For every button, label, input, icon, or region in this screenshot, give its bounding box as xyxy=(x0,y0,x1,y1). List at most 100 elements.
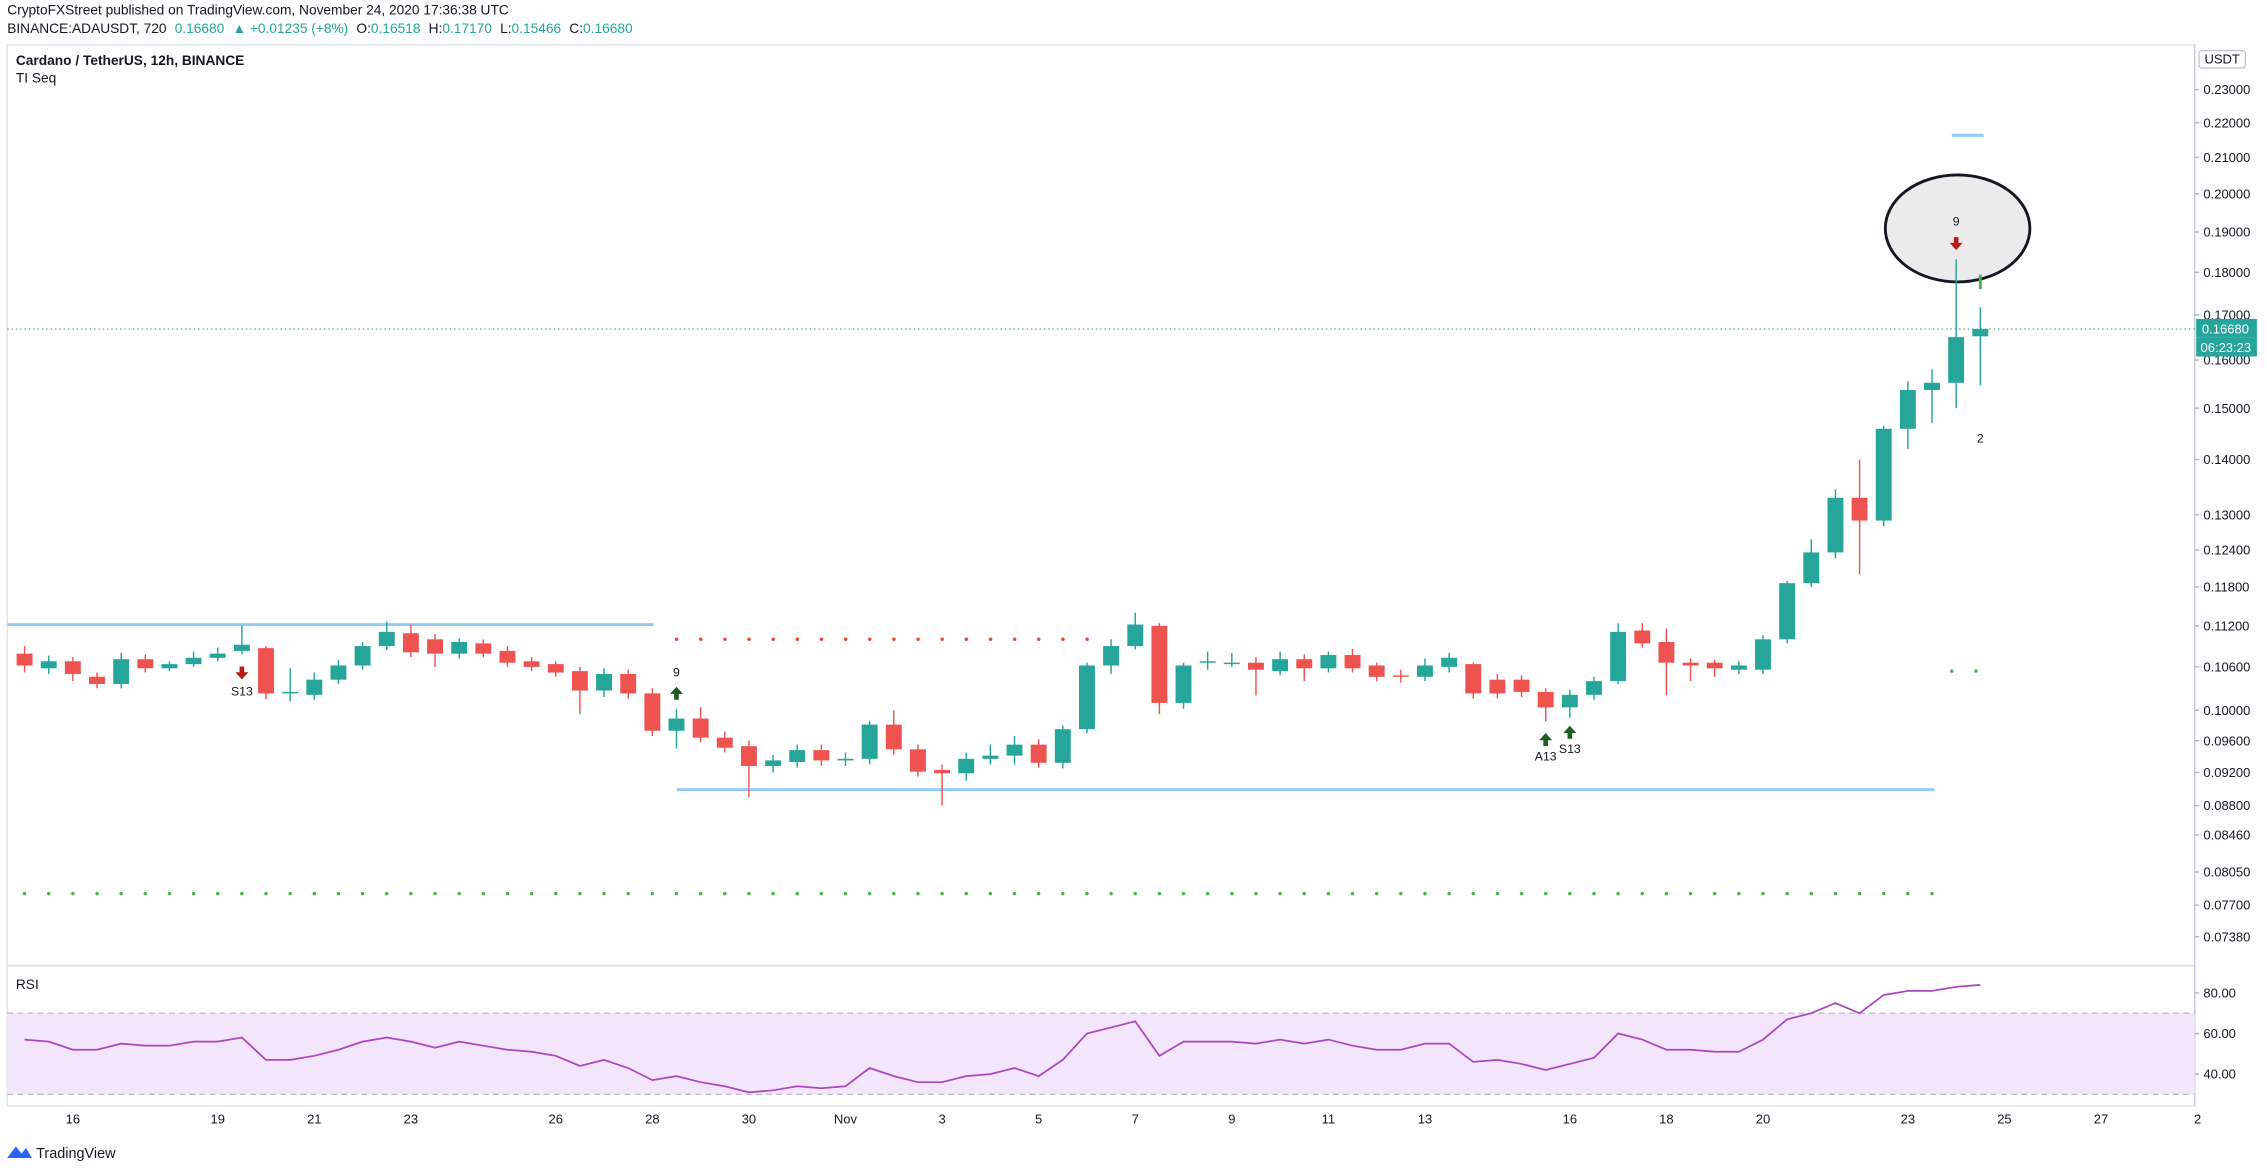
candle-body xyxy=(1586,681,1602,695)
seq-label: S13 xyxy=(1559,742,1581,756)
seq-arrow xyxy=(235,666,249,680)
x-tick-label: 13 xyxy=(1418,1111,1432,1126)
candle-body xyxy=(1610,631,1627,682)
candle-body xyxy=(1392,675,1409,677)
y-tick-label: 0.17000 xyxy=(2203,308,2250,323)
seq-arrow xyxy=(1563,725,1577,739)
change: ▲ +0.01235 (+8%) xyxy=(232,21,348,36)
candle-body xyxy=(982,755,999,759)
candle-body xyxy=(89,676,105,684)
candle-body xyxy=(958,758,975,774)
candle-body xyxy=(427,639,443,654)
seq-arrow xyxy=(1539,732,1553,746)
chart-title: Cardano / TetherUS, 12h, BINANCE xyxy=(16,53,244,68)
candle-body xyxy=(934,770,951,774)
candle-body xyxy=(1151,625,1168,703)
candle-body xyxy=(885,724,902,750)
indicator-name: TI Seq xyxy=(16,70,56,85)
ohlc-value: 0.16518 xyxy=(371,21,421,36)
y-tick-label: 0.10000 xyxy=(2203,703,2250,718)
candle-body xyxy=(451,642,468,654)
candle-body xyxy=(1199,661,1216,663)
candle-body xyxy=(161,664,178,669)
candle-body xyxy=(1127,624,1144,647)
ohlc-value: 0.15466 xyxy=(512,21,562,36)
x-tick-label: 3 xyxy=(938,1111,945,1126)
x-tick-label: 9 xyxy=(1228,1111,1235,1126)
y-tick-label: 0.12400 xyxy=(2203,543,2250,558)
footer-brand: TradingView xyxy=(36,1146,116,1162)
candle-body xyxy=(668,718,685,731)
candle-body xyxy=(1755,639,1771,670)
y-tick-label: 80.00 xyxy=(2203,986,2236,1001)
candle-body xyxy=(861,724,878,759)
candle-body xyxy=(64,661,81,674)
currency-box xyxy=(2198,50,2246,69)
candle-body xyxy=(1006,744,1023,756)
x-tick-label: 2 xyxy=(2194,1111,2201,1126)
x-tick-label: 21 xyxy=(307,1111,321,1126)
candle-body xyxy=(1730,665,1747,670)
candle-body xyxy=(547,664,564,673)
candle-body xyxy=(1634,630,1651,644)
candle-body xyxy=(185,657,202,665)
y-tick-label: 0.09600 xyxy=(2203,733,2250,748)
candle-body xyxy=(837,758,854,761)
y-tick-label: 0.07700 xyxy=(2203,898,2250,913)
x-tick-label: 16 xyxy=(66,1111,80,1126)
seq-arrow xyxy=(669,686,683,700)
candle-body xyxy=(378,631,395,647)
countdown-label: 06:23:23 xyxy=(2200,340,2251,355)
last-price-label: 0.16680 xyxy=(2202,321,2249,336)
candle-body xyxy=(354,646,371,666)
candle-body xyxy=(1320,655,1337,669)
x-tick-label: 5 xyxy=(1035,1111,1042,1126)
y-tick-label: 0.10600 xyxy=(2203,660,2250,675)
candle-body xyxy=(1875,428,1892,521)
seq-arrow xyxy=(1949,237,1963,251)
y-tick-label: 0.19000 xyxy=(2203,225,2250,240)
candle-body xyxy=(1972,329,1989,337)
y-tick-label: 0.08050 xyxy=(2203,865,2250,880)
candle-body xyxy=(1513,679,1530,692)
x-tick-label: 19 xyxy=(211,1111,225,1126)
candle-body xyxy=(1706,662,1723,669)
x-tick-label: 16 xyxy=(1563,1111,1577,1126)
y-tick-label: 0.20000 xyxy=(2203,186,2250,201)
currency: USDT xyxy=(2204,52,2239,67)
candle-body xyxy=(596,673,613,691)
y-tick-label: 0.22000 xyxy=(2203,115,2250,130)
candle-body xyxy=(1030,744,1047,763)
x-tick-label: 20 xyxy=(1756,1111,1770,1126)
candle-body xyxy=(1489,679,1506,694)
candle-body xyxy=(1441,657,1458,667)
countdown-box xyxy=(2196,337,2257,357)
candle-body xyxy=(1175,665,1192,703)
y-tick-label: 0.13000 xyxy=(2203,507,2250,522)
candle-body xyxy=(40,661,57,669)
last-price-box xyxy=(2196,318,2257,338)
candle-body xyxy=(1851,497,1868,521)
x-tick-label: 30 xyxy=(742,1111,756,1126)
candle-body xyxy=(571,671,588,691)
ohlc-key: H: xyxy=(429,21,443,36)
candle-body xyxy=(1779,583,1796,640)
candle-body xyxy=(209,653,226,658)
candle-body xyxy=(692,718,709,738)
candle-body xyxy=(1537,691,1554,708)
candle-body xyxy=(1803,552,1820,584)
candle-body xyxy=(1103,646,1120,666)
tradingview-logo: TradingView xyxy=(7,1146,116,1162)
candle-body xyxy=(16,653,33,666)
x-tick-label: 28 xyxy=(645,1111,659,1126)
candle-body xyxy=(716,737,733,748)
candle-body xyxy=(644,693,661,731)
y-tick-label: 0.23000 xyxy=(2203,82,2250,97)
candle-body xyxy=(233,644,250,651)
candle-body xyxy=(765,760,782,767)
y-tick-label: 0.21000 xyxy=(2203,150,2250,165)
ohlc-key: C: xyxy=(569,21,583,36)
ohlc-key: L: xyxy=(500,21,511,36)
